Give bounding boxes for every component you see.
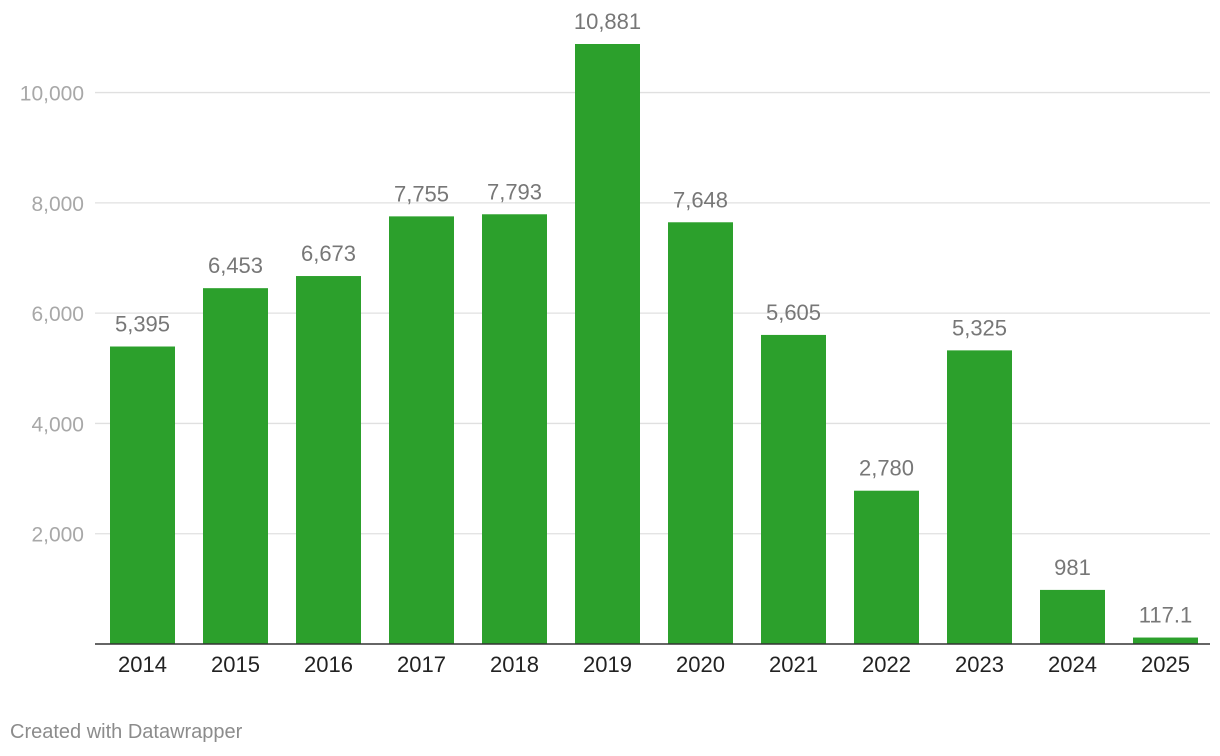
y-tick-label: 10,000 xyxy=(20,83,84,106)
bar-2015 xyxy=(203,288,268,644)
bar-2023 xyxy=(947,350,1012,644)
bar-2019 xyxy=(575,44,640,644)
bar-2022 xyxy=(854,490,919,644)
x-tick-label: 2022 xyxy=(862,652,911,677)
value-labels: 5,395 6,453 6,673 7,755 7,793 10,881 7,648 5,60… xyxy=(115,9,1192,628)
bar-2021 xyxy=(761,334,826,644)
x-tick-label: 2025 xyxy=(1141,652,1190,677)
bar-2016 xyxy=(296,276,361,644)
x-tick-label: 2024 xyxy=(1048,652,1097,677)
bar-2017 xyxy=(389,216,454,645)
bar-2018 xyxy=(482,214,547,644)
y-tick-label: 2,000 xyxy=(31,524,84,547)
y-axis-tick-labels: 2,000 4,000 6,000 8,000 10,000 xyxy=(20,83,84,547)
value-label: 981 xyxy=(1054,555,1091,580)
value-label: 2,780 xyxy=(859,456,914,481)
value-label: 5,325 xyxy=(952,315,1007,340)
y-tick-label: 8,000 xyxy=(31,193,84,216)
value-label: 5,605 xyxy=(766,300,821,325)
x-tick-label: 2018 xyxy=(490,652,539,677)
x-tick-label: 2016 xyxy=(304,652,353,677)
x-tick-label: 2014 xyxy=(118,652,167,677)
footer-credit: Created with Datawrapper xyxy=(10,721,243,743)
x-tick-label: 2021 xyxy=(769,652,818,677)
bar-2020 xyxy=(668,222,733,645)
value-label: 10,881 xyxy=(574,9,641,34)
gridlines xyxy=(95,91,1210,535)
x-tick-label: 2020 xyxy=(676,652,725,677)
bar-2025 xyxy=(1133,637,1198,644)
x-axis-tick-labels: 2014 2015 2016 2017 2018 2019 2020 2021 2022 2023… xyxy=(118,652,1190,677)
bar-2024 xyxy=(1040,589,1105,644)
value-label: 6,673 xyxy=(301,241,356,266)
bars xyxy=(110,44,1198,645)
x-tick-label: 2017 xyxy=(397,652,446,677)
x-tick-label: 2023 xyxy=(955,652,1004,677)
value-label: 5,395 xyxy=(115,312,170,337)
x-tick-label: 2015 xyxy=(211,652,260,677)
y-tick-label: 6,000 xyxy=(31,303,84,326)
bar-2014 xyxy=(110,346,175,644)
value-label: 7,755 xyxy=(394,181,449,206)
value-label: 117.1 xyxy=(1139,603,1192,628)
value-label: 6,453 xyxy=(208,253,263,278)
value-label: 7,648 xyxy=(673,187,728,212)
x-tick-label: 2019 xyxy=(583,652,632,677)
value-label: 7,793 xyxy=(487,179,542,204)
y-tick-label: 4,000 xyxy=(31,413,84,436)
